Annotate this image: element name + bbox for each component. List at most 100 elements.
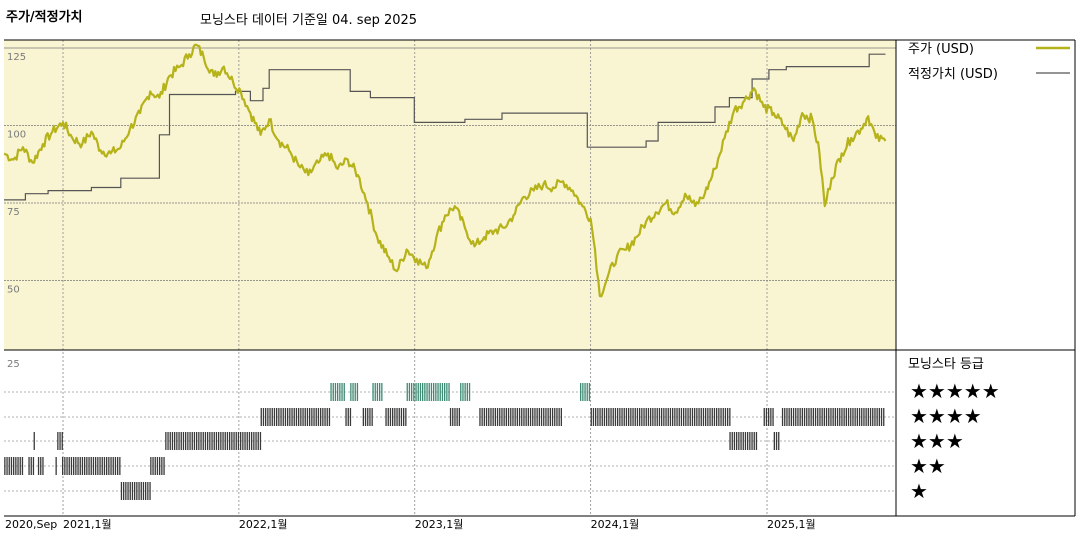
rating-tick-2-star <box>101 457 103 475</box>
rating-tick-4-star <box>405 408 407 426</box>
rating-tick-4-star <box>821 408 823 426</box>
rating-tick-4-star <box>763 408 765 426</box>
rating-tick-2-star <box>64 457 66 475</box>
rating-tick-3-star <box>246 432 248 450</box>
rating-tick-4-star <box>839 408 841 426</box>
rating-tick-4-star <box>806 408 808 426</box>
rating-tick-3-star <box>207 432 209 450</box>
rating-tick-2-star <box>150 457 152 475</box>
rating-tick-4-star <box>499 408 501 426</box>
rating-tick-2-star <box>84 457 86 475</box>
rating-tick-5-star <box>430 383 433 401</box>
rating-tick-3-star <box>257 432 259 450</box>
rating-tick-2-star <box>77 457 79 475</box>
rating-tick-2-star <box>30 457 32 475</box>
rating-tick-1-star <box>131 482 134 500</box>
rating-tick-4-star <box>313 408 315 426</box>
rating-tick-4-star <box>547 408 549 426</box>
price-grid <box>4 47 896 281</box>
rating-tick-2-star <box>13 457 15 475</box>
rating-tick-2-star <box>99 457 101 475</box>
rating-tick-4-star <box>610 408 612 426</box>
rating-tick-1-star <box>129 482 131 500</box>
rating-tick-3-star <box>775 432 778 450</box>
rating-tick-3-star <box>233 432 235 450</box>
rating-tick-4-star <box>510 408 512 426</box>
rating-tick-3-star <box>178 432 180 450</box>
rating-tick-4-star <box>396 408 398 426</box>
rating-tick-2-star <box>161 457 163 475</box>
rating-tick-4-star <box>322 408 324 426</box>
rating-tick-4-star <box>260 408 262 426</box>
rating-tick-5-star <box>448 383 450 401</box>
rating-tick-5-star <box>339 383 341 401</box>
rating-tick-4-star <box>819 408 821 426</box>
rating-tick-4-star <box>685 408 687 426</box>
rating-tick-4-star <box>656 408 658 426</box>
x-tick-label: 2025,1월 <box>767 518 816 531</box>
rating-tick-3-star <box>755 432 758 450</box>
rating-tick-4-star <box>369 408 371 426</box>
rating-tick-4-star <box>324 408 326 426</box>
rating-tick-4-star <box>876 408 878 426</box>
rating-tick-3-star <box>187 432 189 450</box>
rating-tick-3-star <box>251 432 253 450</box>
rating-tick-4-star <box>632 408 634 426</box>
rating-tick-4-star <box>823 408 825 426</box>
rating-tick-4-star <box>394 408 396 426</box>
rating-tick-2-star <box>75 457 77 475</box>
rating-tick-4-star <box>790 408 792 426</box>
rating-tick-5-star <box>433 383 435 401</box>
rating-tick-3-star <box>742 432 744 450</box>
rating-tick-5-star <box>408 383 411 401</box>
rating-tick-4-star <box>304 408 306 426</box>
rating-tick-3-star <box>61 432 63 450</box>
rating-tick-4-star <box>454 408 456 426</box>
rating-tick-4-star <box>698 408 700 426</box>
rating-tick-5-star <box>435 383 437 401</box>
rating-tick-4-star <box>792 408 795 426</box>
rating-tick-4-star <box>488 408 490 426</box>
rating-tick-4-star <box>619 408 621 426</box>
rating-tick-3-star <box>202 432 204 450</box>
legend-price-label: 주가 (USD) <box>908 42 974 57</box>
y-tick-label: 50 <box>7 285 20 296</box>
rating-tick-4-star <box>385 408 387 426</box>
rating-tick-4-star <box>291 408 293 426</box>
rating-tick-4-star <box>534 408 536 426</box>
rating-tick-5-star <box>334 383 337 401</box>
rating-tick-3-star <box>753 432 755 450</box>
rating-tick-4-star <box>850 408 852 426</box>
price-line <box>3 43 887 298</box>
rating-tick-4-star <box>625 408 628 426</box>
rating-tick-4-star <box>676 408 678 426</box>
rating-stars-legend: ★★★★★★★★★★★★★★★ <box>910 379 1000 503</box>
rating-tick-4-star <box>523 408 525 426</box>
rating-tick-4-star <box>267 408 269 426</box>
rating-tick-4-star <box>387 408 389 426</box>
rating-tick-4-star <box>683 408 685 426</box>
star-legend-4: ★★★★ <box>910 404 982 428</box>
rating-tick-4-star <box>665 408 667 426</box>
rating-tick-4-star <box>781 408 784 426</box>
rating-tick-4-star <box>810 408 812 426</box>
rating-tick-5-star <box>419 383 422 401</box>
rating-tick-4-star <box>856 408 858 426</box>
rating-tick-4-star <box>452 408 454 426</box>
rating-tick-4-star <box>595 408 597 426</box>
rating-tick-3-star <box>180 432 182 450</box>
rating-tick-4-star <box>711 408 713 426</box>
rating-tick-3-star <box>740 432 742 450</box>
rating-tick-4-star <box>768 408 770 426</box>
rating-tick-4-star <box>645 408 647 426</box>
rating-tick-3-star <box>182 432 185 450</box>
rating-tick-4-star <box>479 408 481 426</box>
rating-tick-4-star <box>661 408 663 426</box>
rating-tick-3-star <box>235 432 237 450</box>
rating-tick-5-star <box>444 383 446 401</box>
time-axis-ticks: 2020,Sep 2021,1월 2022,1월 2023,1월 2024,1월 2025… <box>5 518 816 531</box>
rating-tick-3-star <box>165 432 167 450</box>
rating-tick-4-star <box>772 408 774 426</box>
price-panel-bg <box>4 40 896 350</box>
rating-tick-4-star <box>507 408 510 426</box>
